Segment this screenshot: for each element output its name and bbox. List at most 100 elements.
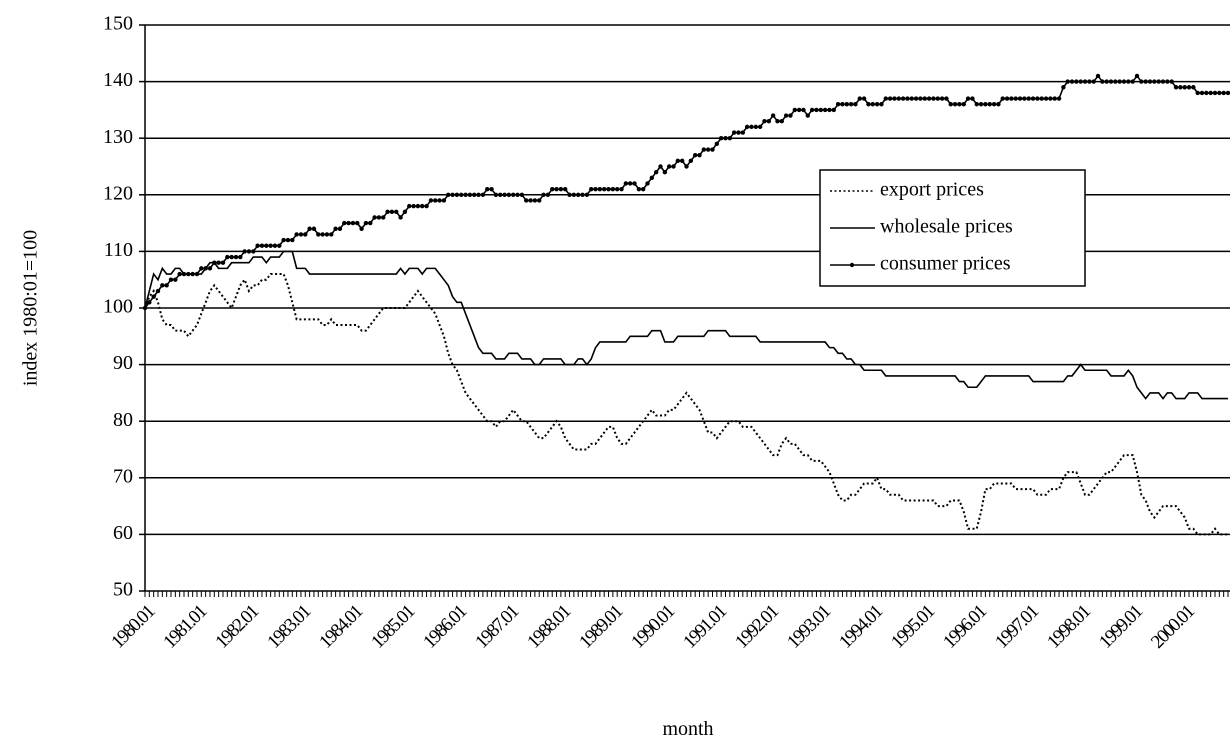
series-marker xyxy=(576,192,581,197)
x-tick-label: 1997.01 xyxy=(991,601,1043,653)
legend-marker xyxy=(849,262,855,268)
series-marker xyxy=(498,192,503,197)
series-marker xyxy=(502,192,507,197)
series-marker xyxy=(593,186,598,192)
series-marker xyxy=(922,96,927,101)
series-marker xyxy=(437,198,442,203)
series-marker xyxy=(541,192,546,197)
series-marker xyxy=(346,220,351,226)
series-marker xyxy=(788,113,793,118)
series-marker xyxy=(749,124,754,130)
series-marker xyxy=(705,147,711,152)
series-marker xyxy=(194,271,200,277)
series-marker xyxy=(320,232,325,237)
series-marker xyxy=(1191,85,1196,90)
series-marker xyxy=(411,203,416,209)
series-marker xyxy=(537,198,542,203)
series-marker xyxy=(610,186,616,192)
x-tick-label: 1992.01 xyxy=(731,601,783,653)
series-marker xyxy=(324,232,330,237)
x-tick-label: 1995.01 xyxy=(887,601,939,653)
series-marker xyxy=(1134,73,1140,79)
series-marker xyxy=(506,192,512,197)
series-marker xyxy=(957,102,962,107)
series-marker xyxy=(684,164,689,169)
series-marker xyxy=(783,113,789,118)
series-marker xyxy=(658,164,663,169)
series-marker xyxy=(662,169,668,175)
series-marker xyxy=(1091,79,1096,84)
series-marker xyxy=(653,169,659,175)
series-marker xyxy=(277,243,282,248)
series-marker xyxy=(238,254,243,260)
series-marker xyxy=(931,96,936,101)
series-marker xyxy=(835,102,841,107)
series-marker xyxy=(935,96,940,101)
series-marker xyxy=(485,186,490,192)
series-marker xyxy=(337,226,343,231)
series-marker xyxy=(554,186,559,192)
series-marker xyxy=(1039,96,1044,101)
series-marker xyxy=(1182,85,1187,90)
series-marker xyxy=(844,102,849,107)
series-marker xyxy=(389,209,395,214)
series-marker xyxy=(1065,79,1070,84)
series-marker xyxy=(1087,79,1092,84)
series-marker xyxy=(1195,90,1200,96)
series-marker xyxy=(385,209,390,214)
x-tick-label: 1994.01 xyxy=(835,601,887,653)
x-tick-label: 1996.01 xyxy=(939,601,991,653)
series-marker xyxy=(446,192,451,197)
series-marker xyxy=(952,102,958,107)
series-marker xyxy=(1204,90,1209,96)
series-marker xyxy=(766,119,772,124)
series-marker xyxy=(718,136,724,141)
series-marker xyxy=(580,192,585,197)
series-marker xyxy=(809,107,815,113)
series-marker xyxy=(757,124,763,130)
series-marker xyxy=(1000,96,1005,101)
series-marker xyxy=(225,254,230,260)
series-marker xyxy=(1095,73,1101,79)
series-marker xyxy=(229,254,234,260)
series-marker xyxy=(1152,79,1157,84)
series-marker xyxy=(1199,90,1205,96)
series-marker xyxy=(151,294,156,299)
series-marker xyxy=(744,124,750,130)
series-marker xyxy=(1104,79,1109,84)
x-tick-label: 1991.01 xyxy=(679,601,731,653)
series-marker xyxy=(203,266,208,271)
series-marker xyxy=(212,260,217,265)
series-marker xyxy=(463,192,468,197)
series-marker xyxy=(697,152,702,158)
series-marker xyxy=(1026,96,1031,101)
y-tick-label: 100 xyxy=(103,296,133,318)
series-marker xyxy=(714,141,720,147)
series-marker xyxy=(983,102,988,107)
series-marker xyxy=(1130,79,1135,84)
series-marker xyxy=(601,186,607,192)
y-tick-label: 120 xyxy=(103,182,133,204)
series-marker xyxy=(805,113,810,118)
series-marker xyxy=(1078,79,1083,84)
series-marker xyxy=(532,198,538,203)
y-tick-label: 140 xyxy=(103,69,133,91)
y-tick-label: 70 xyxy=(113,465,133,487)
series-marker xyxy=(740,130,746,135)
series-marker xyxy=(1186,85,1192,90)
series-line xyxy=(144,273,1228,536)
series-marker xyxy=(1208,90,1213,96)
series-marker xyxy=(519,192,525,197)
series-marker xyxy=(649,175,655,181)
series-marker xyxy=(476,192,481,197)
series-marker xyxy=(775,119,780,124)
series-marker xyxy=(558,186,564,192)
x-tick-label: 1982.01 xyxy=(211,601,263,653)
series-marker xyxy=(515,192,520,197)
series-marker xyxy=(970,96,975,101)
series-marker xyxy=(1139,79,1144,84)
series-marker xyxy=(1061,85,1066,90)
series-marker xyxy=(368,220,373,226)
series-marker xyxy=(316,232,321,237)
series-marker xyxy=(376,215,382,220)
